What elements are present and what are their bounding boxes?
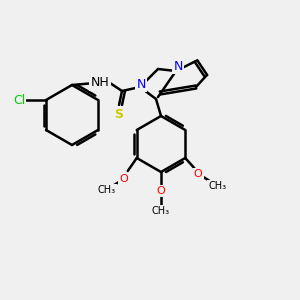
Text: CH₃: CH₃ <box>208 181 226 191</box>
Text: N: N <box>136 77 146 91</box>
Text: O: O <box>119 174 128 184</box>
Text: CH₃: CH₃ <box>152 206 170 216</box>
Text: N: N <box>173 59 183 73</box>
Text: NH: NH <box>91 76 110 89</box>
Text: S: S <box>115 107 124 121</box>
Text: CH₃: CH₃ <box>98 185 116 195</box>
Text: O: O <box>194 169 203 179</box>
Text: O: O <box>157 186 165 196</box>
Text: Cl: Cl <box>13 94 25 106</box>
